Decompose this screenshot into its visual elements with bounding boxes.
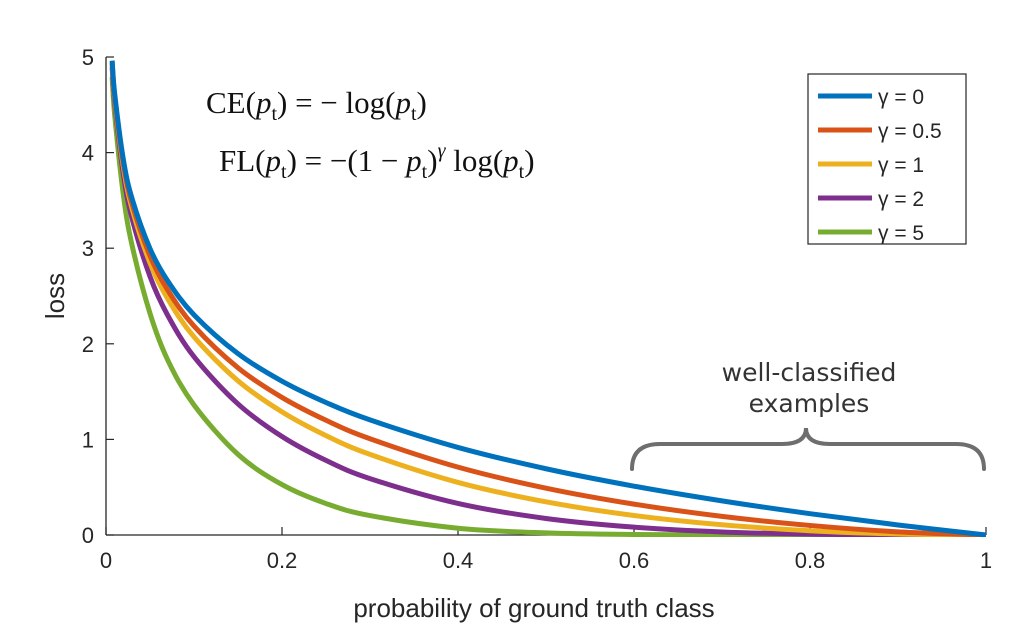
legend-label: γ = 1 bbox=[878, 154, 924, 177]
x-tick-label: 0.2 bbox=[267, 548, 298, 573]
ce-formula: CE(pt) = − log(pt) bbox=[206, 85, 427, 125]
x-axis-title: probability of ground truth class bbox=[353, 593, 714, 623]
x-tick-label: 0.8 bbox=[795, 548, 826, 573]
series-line-gamma-2 bbox=[109, 67, 987, 537]
y-tick-label: 1 bbox=[82, 427, 94, 452]
x-tick-labels: 0 0.2 0.4 0.6 0.8 1 bbox=[100, 548, 992, 573]
y-tick-label: 0 bbox=[82, 523, 94, 548]
y-axis-title: loss bbox=[40, 273, 70, 319]
legend-label: γ = 0 bbox=[878, 86, 924, 109]
bracket-label-line2: examples bbox=[749, 389, 870, 418]
y-tick-label: 2 bbox=[82, 332, 94, 357]
x-tick-label: 0.6 bbox=[619, 548, 650, 573]
bracket-label-line1: well-classified bbox=[722, 358, 897, 387]
legend-box bbox=[807, 73, 967, 245]
y-tick-label: 4 bbox=[82, 141, 94, 166]
curly-brace bbox=[630, 427, 986, 471]
legend-label: γ = 2 bbox=[878, 188, 924, 211]
svg-text:CE(pt) = − log(pt): CE(pt) = − log(pt) bbox=[206, 85, 427, 125]
svg-text:FL(pt) = −(1 − pt)γ log(pt): FL(pt) = −(1 − pt)γ log(pt) bbox=[219, 140, 535, 183]
curves bbox=[109, 60, 987, 537]
x-tick-label: 0 bbox=[100, 548, 112, 573]
x-tick-label: 0.4 bbox=[443, 548, 474, 573]
legend-label: γ = 0.5 bbox=[878, 120, 942, 143]
series-line-gamma-0 bbox=[109, 60, 987, 537]
legend: γ = 0 γ = 0.5 γ = 1 γ = 2 γ = 5 bbox=[807, 73, 967, 245]
fl-formula: FL(pt) = −(1 − pt)γ log(pt) bbox=[219, 140, 535, 183]
legend-label: γ = 5 bbox=[878, 222, 924, 245]
y-tick-label: 3 bbox=[82, 236, 94, 261]
y-tick-label: 5 bbox=[82, 45, 94, 70]
x-tick-label: 1 bbox=[980, 548, 992, 573]
well-classified-bracket: well-classified examples bbox=[630, 358, 986, 471]
y-tick-labels: 0 1 2 3 4 5 bbox=[82, 45, 94, 548]
